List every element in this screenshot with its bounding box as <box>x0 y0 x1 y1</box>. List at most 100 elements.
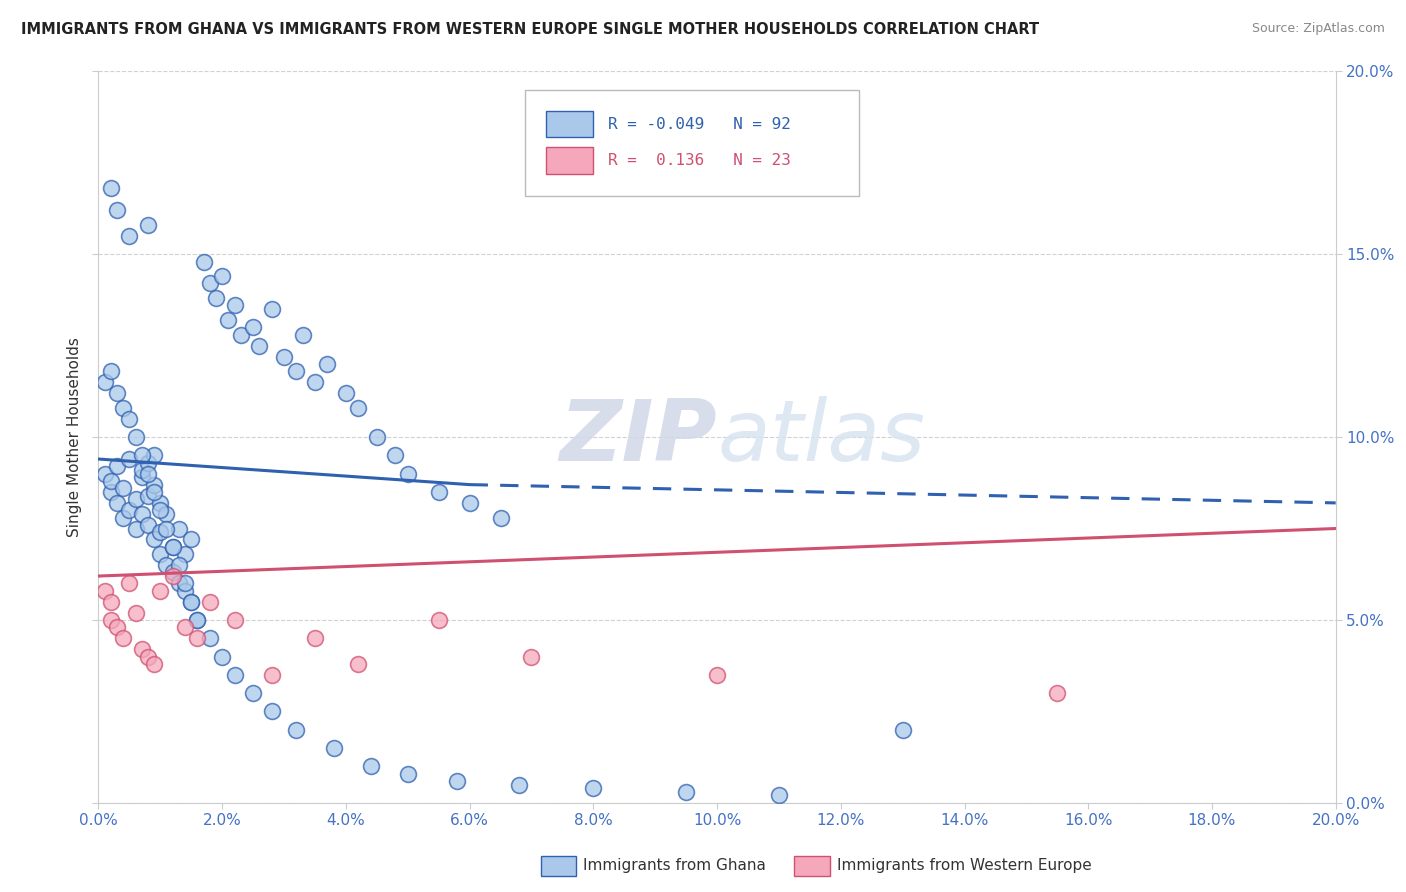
Point <box>143 477 166 491</box>
Point <box>118 229 141 244</box>
Point <box>155 521 177 535</box>
Point <box>273 350 295 364</box>
Point <box>124 492 146 507</box>
Point <box>285 723 308 737</box>
Point <box>112 510 135 524</box>
Point <box>174 547 197 561</box>
FancyBboxPatch shape <box>547 147 593 174</box>
Point <box>162 540 184 554</box>
Point <box>143 448 166 462</box>
Point <box>131 507 153 521</box>
Point <box>446 773 468 788</box>
Point <box>100 181 122 195</box>
Point <box>224 667 246 681</box>
Point <box>520 649 543 664</box>
Text: R =  0.136   N = 23: R = 0.136 N = 23 <box>609 153 792 168</box>
Point <box>458 496 481 510</box>
Point <box>198 277 221 291</box>
Point <box>100 594 122 608</box>
Point <box>768 789 790 803</box>
Point <box>242 320 264 334</box>
Point <box>100 364 122 378</box>
Point <box>124 521 146 535</box>
Point <box>136 517 159 532</box>
Point <box>93 467 115 481</box>
Point <box>131 642 153 657</box>
Point <box>347 401 370 415</box>
Point <box>489 510 512 524</box>
Point <box>93 583 115 598</box>
Text: Immigrants from Ghana: Immigrants from Ghana <box>583 858 766 872</box>
Point <box>224 298 246 312</box>
Point <box>124 430 146 444</box>
Point <box>224 613 246 627</box>
Text: Immigrants from Western Europe: Immigrants from Western Europe <box>837 858 1091 872</box>
Point <box>105 620 128 634</box>
Point <box>136 218 159 232</box>
Point <box>100 474 122 488</box>
Point <box>167 576 190 591</box>
Point <box>167 521 190 535</box>
Point <box>384 448 406 462</box>
Point <box>162 569 184 583</box>
Point <box>143 657 166 671</box>
Point <box>112 632 135 646</box>
Point <box>136 456 159 470</box>
Point <box>112 401 135 415</box>
Point <box>131 448 153 462</box>
Point <box>118 576 141 591</box>
Point <box>217 313 239 327</box>
Point <box>508 778 530 792</box>
Point <box>174 583 197 598</box>
Point <box>396 766 419 780</box>
Point <box>180 533 202 547</box>
Point <box>162 540 184 554</box>
Point <box>118 452 141 467</box>
Point <box>304 375 326 389</box>
Point <box>427 613 450 627</box>
Point <box>118 412 141 426</box>
Point <box>167 558 190 573</box>
Point <box>304 632 326 646</box>
Point <box>366 430 388 444</box>
Point <box>247 338 270 352</box>
Point <box>143 485 166 500</box>
Point <box>136 649 159 664</box>
Point <box>162 566 184 580</box>
Point <box>291 327 314 342</box>
Point <box>149 503 172 517</box>
Point <box>211 649 233 664</box>
Point <box>149 496 172 510</box>
Text: Source: ZipAtlas.com: Source: ZipAtlas.com <box>1251 22 1385 36</box>
Point <box>211 269 233 284</box>
Point <box>706 667 728 681</box>
Point <box>112 481 135 495</box>
Point <box>105 386 128 401</box>
Text: IMMIGRANTS FROM GHANA VS IMMIGRANTS FROM WESTERN EUROPE SINGLE MOTHER HOUSEHOLDS: IMMIGRANTS FROM GHANA VS IMMIGRANTS FROM… <box>21 22 1039 37</box>
Point <box>427 485 450 500</box>
Point <box>260 667 283 681</box>
FancyBboxPatch shape <box>547 111 593 137</box>
Point <box>335 386 357 401</box>
Point <box>360 759 382 773</box>
Text: ZIP: ZIP <box>560 395 717 479</box>
Point <box>285 364 308 378</box>
Point <box>180 594 202 608</box>
Point <box>174 620 197 634</box>
Point <box>582 781 605 796</box>
Y-axis label: Single Mother Households: Single Mother Households <box>66 337 82 537</box>
Point <box>155 558 177 573</box>
Point <box>149 583 172 598</box>
Point <box>186 613 208 627</box>
Text: atlas: atlas <box>717 395 925 479</box>
FancyBboxPatch shape <box>526 90 859 195</box>
Point <box>105 496 128 510</box>
Point <box>186 632 208 646</box>
Point <box>93 375 115 389</box>
Point <box>131 470 153 484</box>
Point <box>149 547 172 561</box>
Point <box>180 594 202 608</box>
Point <box>105 203 128 218</box>
Point <box>100 485 122 500</box>
Point <box>675 785 697 799</box>
